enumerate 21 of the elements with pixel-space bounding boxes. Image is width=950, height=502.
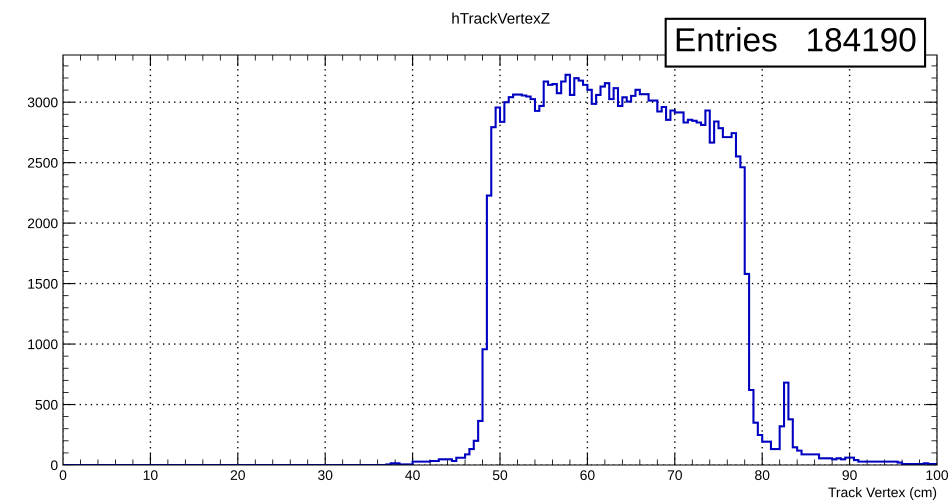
x-tick-label: 70 xyxy=(668,470,682,480)
x-tick-label: 100 xyxy=(926,470,948,480)
x-tick-label: 0 xyxy=(60,470,66,480)
x-tick-label: 60 xyxy=(580,470,595,480)
y-tick-label: 3000 xyxy=(28,98,58,108)
x-tick-label: 10 xyxy=(144,470,158,480)
chart-title: hTrackVertexZ xyxy=(452,12,550,24)
x-tick-label: 20 xyxy=(230,470,245,480)
y-tick-label: 1500 xyxy=(28,278,58,289)
text: Entries 184190 xyxy=(676,27,916,52)
x-tick-label: 90 xyxy=(842,470,857,480)
x-tick-label: 40 xyxy=(405,470,420,480)
x-tick-label: 30 xyxy=(318,470,332,480)
y-tick-label: 2000 xyxy=(28,218,58,228)
x-tick-label: 50 xyxy=(492,470,508,480)
y-tick-label: 2500 xyxy=(28,158,58,168)
x-tick-label: 80 xyxy=(755,470,770,480)
y-tick-label: 0 xyxy=(50,460,58,470)
y-tick-label: 500 xyxy=(36,400,58,410)
x-axis-title: Track Vertex (cm) xyxy=(828,487,936,500)
y-tick-label: 1000 xyxy=(28,339,58,350)
